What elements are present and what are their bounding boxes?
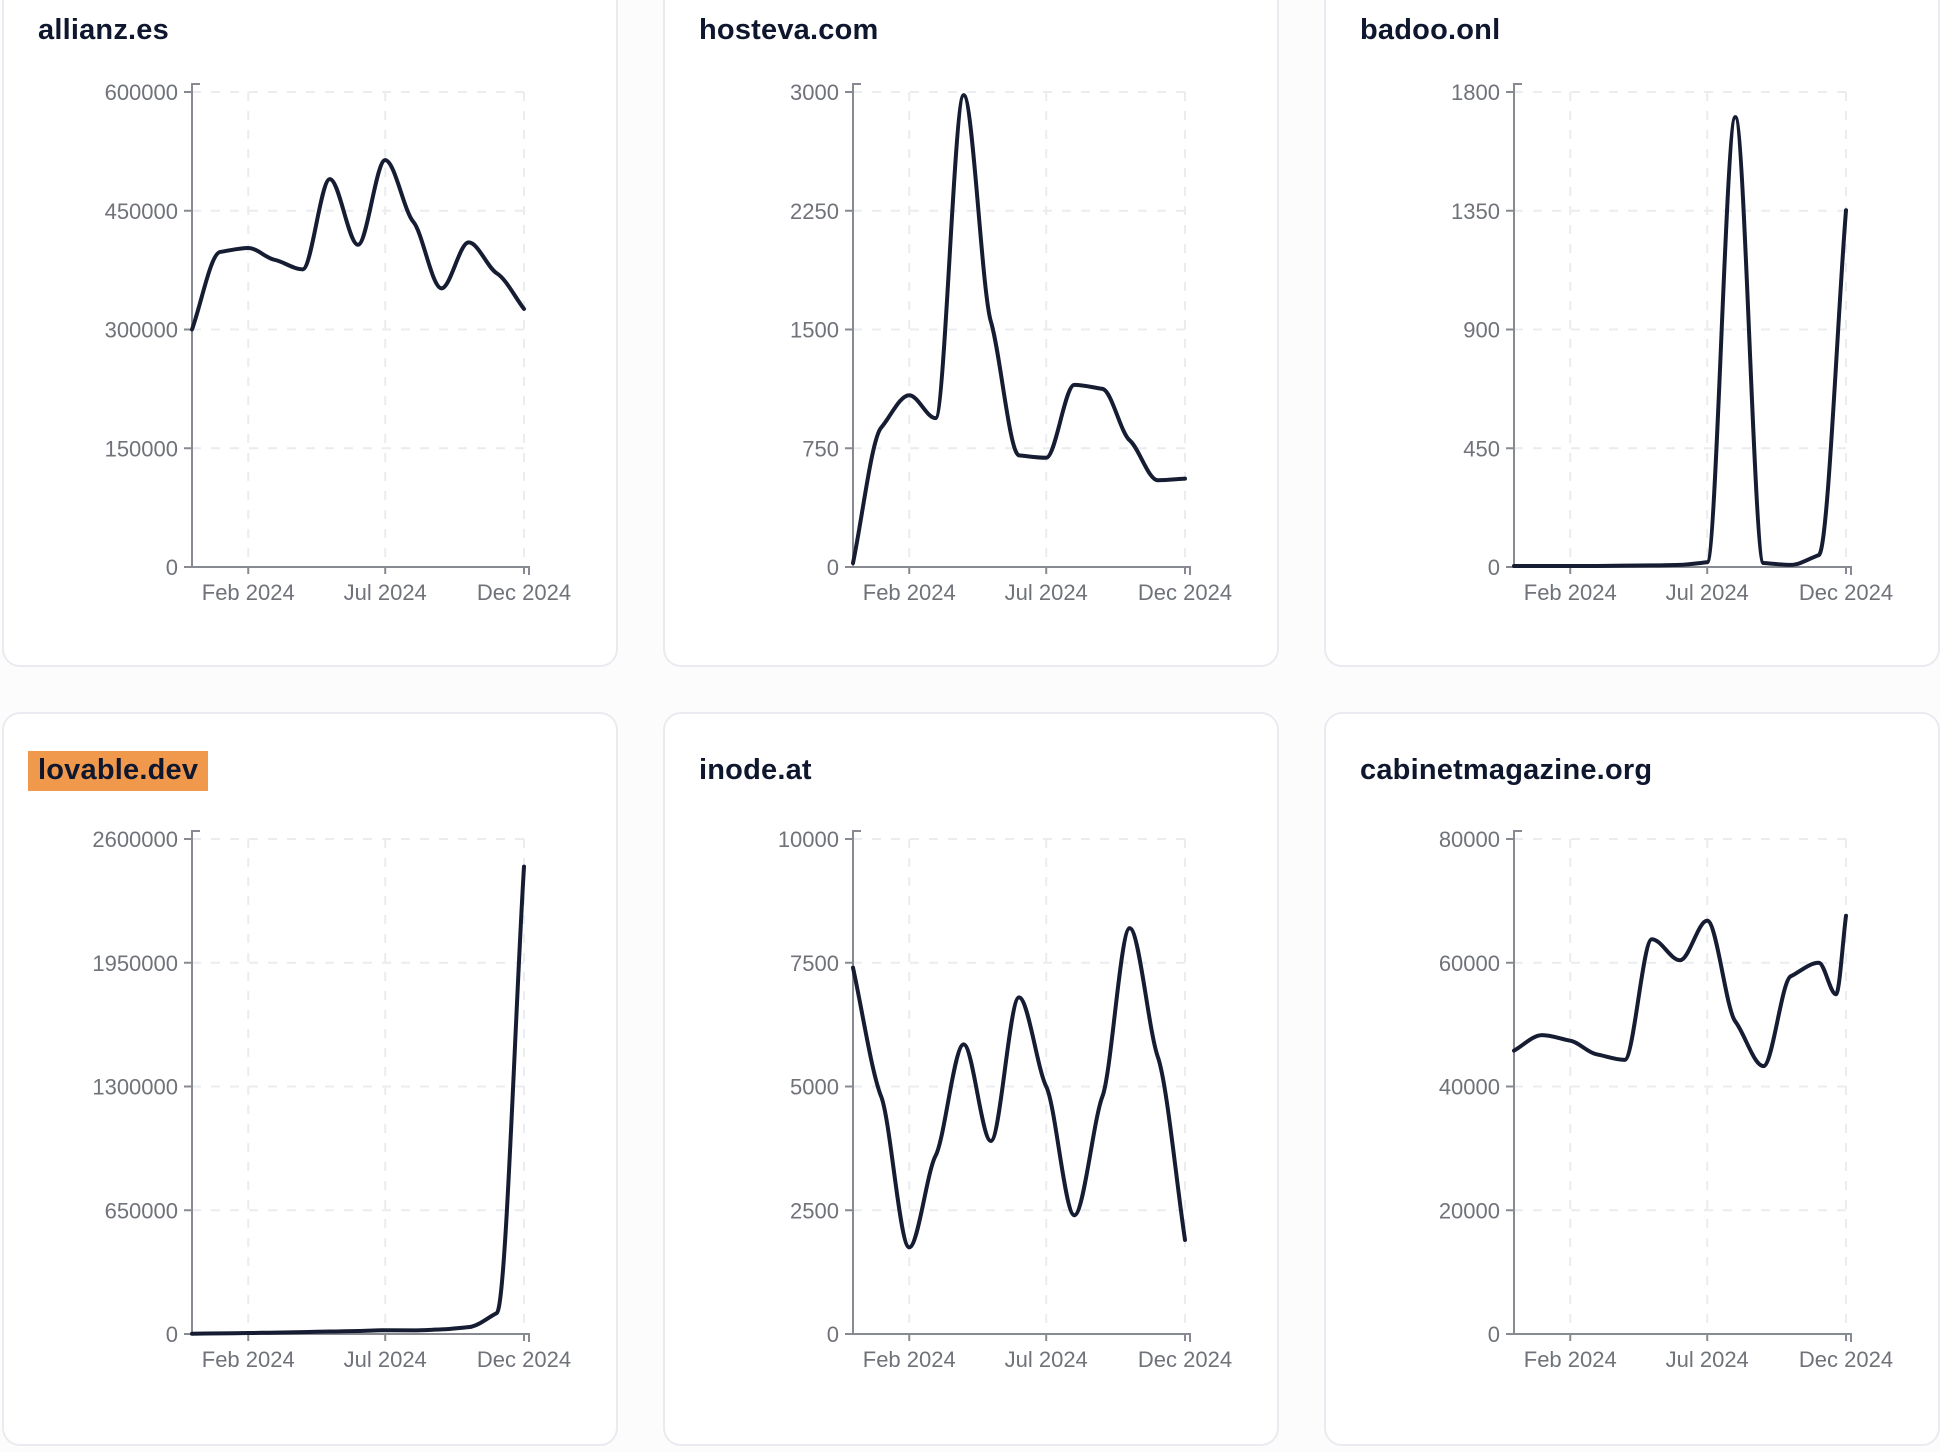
svg-text:450000: 450000 — [105, 199, 178, 224]
domain-name: badoo.onl — [1360, 14, 1501, 46]
svg-text:20000: 20000 — [1439, 1198, 1500, 1223]
svg-text:750: 750 — [802, 436, 839, 461]
svg-text:2250: 2250 — [790, 199, 839, 224]
card-inode-at[interactable]: inode.at 10000 7500 5000 2500 0 Feb 2024 Jul 2… — [663, 712, 1279, 1446]
svg-text:10000: 10000 — [778, 827, 839, 852]
svg-text:Feb 2024: Feb 2024 — [202, 580, 295, 605]
svg-text:300000: 300000 — [105, 318, 178, 343]
line-chart[interactable]: 2600000 1950000 1300000 650000 0 Feb 2024 Jul … — [4, 799, 620, 1419]
line-chart[interactable]: 10000 7500 5000 2500 0 Feb 2024 Jul 2024 Dec 20… — [665, 799, 1281, 1419]
svg-text:Jul 2024: Jul 2024 — [1666, 1347, 1749, 1372]
svg-text:Dec 2024: Dec 2024 — [1138, 580, 1232, 605]
svg-text:Feb 2024: Feb 2024 — [863, 1347, 956, 1372]
svg-text:1350: 1350 — [1451, 199, 1500, 224]
chart-title: inode.at — [699, 754, 812, 787]
svg-text:40000: 40000 — [1439, 1075, 1500, 1100]
svg-text:Jul 2024: Jul 2024 — [344, 1347, 427, 1372]
svg-text:5000: 5000 — [790, 1075, 839, 1100]
svg-text:0: 0 — [1488, 555, 1500, 580]
svg-text:Dec 2024: Dec 2024 — [1138, 1347, 1232, 1372]
svg-text:60000: 60000 — [1439, 951, 1500, 976]
svg-text:Feb 2024: Feb 2024 — [1524, 580, 1617, 605]
svg-text:600000: 600000 — [105, 80, 178, 105]
svg-text:2500: 2500 — [790, 1198, 839, 1223]
svg-text:650000: 650000 — [105, 1198, 178, 1223]
card-hosteva-com[interactable]: hosteva.com 3000 2250 1500 750 0 Feb 2024 Jul … — [663, 0, 1279, 667]
svg-text:Dec 2024: Dec 2024 — [1799, 580, 1893, 605]
card-allianz-es[interactable]: allianz.es 600000 450000 300000 150000 0 Feb … — [2, 0, 618, 667]
line-chart[interactable]: 80000 60000 40000 20000 0 Feb 2024 Jul 2024 Dec… — [1326, 799, 1940, 1419]
domain-name: cabinetmagazine.org — [1360, 754, 1653, 786]
line-chart[interactable]: 3000 2250 1500 750 0 Feb 2024 Jul 2024 Dec 2024 — [665, 52, 1281, 652]
line-chart[interactable]: 600000 450000 300000 150000 0 Feb 2024 Jul 202… — [4, 52, 620, 652]
domain-name: lovable.dev — [28, 751, 209, 791]
chart-title: badoo.onl — [1360, 14, 1500, 47]
chart-title: hosteva.com — [699, 14, 879, 47]
svg-text:Dec 2024: Dec 2024 — [477, 1347, 571, 1372]
svg-text:80000: 80000 — [1439, 827, 1500, 852]
svg-text:7500: 7500 — [790, 951, 839, 976]
svg-text:Jul 2024: Jul 2024 — [344, 580, 427, 605]
card-lovable-dev[interactable]: lovable.dev 2600000 1950000 1300000 650000 0… — [2, 712, 618, 1446]
domain-name: inode.at — [699, 754, 812, 786]
svg-text:450: 450 — [1463, 436, 1500, 461]
svg-text:0: 0 — [1488, 1322, 1500, 1347]
svg-text:900: 900 — [1463, 318, 1500, 343]
domain-name: hosteva.com — [699, 14, 879, 46]
card-cabinetmagazine-org[interactable]: cabinetmagazine.org 80000 60000 40000 20000… — [1324, 712, 1940, 1446]
svg-text:150000: 150000 — [105, 436, 178, 461]
svg-text:1800: 1800 — [1451, 80, 1500, 105]
svg-text:Jul 2024: Jul 2024 — [1005, 1347, 1088, 1372]
svg-text:Feb 2024: Feb 2024 — [863, 580, 956, 605]
svg-text:1950000: 1950000 — [92, 951, 178, 976]
chart-title: lovable.dev — [28, 751, 209, 791]
svg-text:0: 0 — [827, 1322, 839, 1347]
svg-text:2600000: 2600000 — [92, 827, 178, 852]
svg-text:3000: 3000 — [790, 80, 839, 105]
svg-text:Dec 2024: Dec 2024 — [477, 580, 571, 605]
svg-text:0: 0 — [166, 1322, 178, 1347]
svg-text:0: 0 — [827, 555, 839, 580]
svg-text:Feb 2024: Feb 2024 — [1524, 1347, 1617, 1372]
line-chart[interactable]: 1800 1350 900 450 0 Feb 2024 Jul 2024 Dec 2024 — [1326, 52, 1940, 652]
chart-title: cabinetmagazine.org — [1360, 754, 1652, 787]
svg-text:Feb 2024: Feb 2024 — [202, 1347, 295, 1372]
svg-text:Dec 2024: Dec 2024 — [1799, 1347, 1893, 1372]
domain-name: allianz.es — [38, 14, 169, 46]
svg-text:Jul 2024: Jul 2024 — [1005, 580, 1088, 605]
svg-text:1300000: 1300000 — [92, 1075, 178, 1100]
card-badoo-onl[interactable]: badoo.onl 1800 1350 900 450 0 Feb 2024 Jul 202… — [1324, 0, 1940, 667]
chart-title: allianz.es — [38, 14, 169, 47]
svg-text:Jul 2024: Jul 2024 — [1666, 580, 1749, 605]
svg-text:1500: 1500 — [790, 318, 839, 343]
svg-text:0: 0 — [166, 555, 178, 580]
